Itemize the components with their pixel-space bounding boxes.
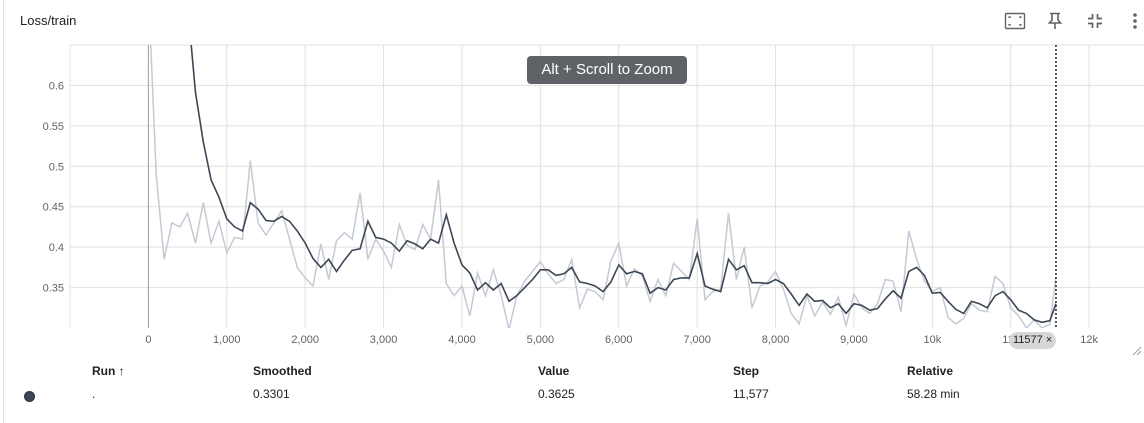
x-tick-label: 0 bbox=[145, 334, 151, 346]
x-tick-label: 4,000 bbox=[448, 334, 476, 346]
x-tick-label: 9,000 bbox=[840, 334, 868, 346]
data-table-header: Run ↑ Smoothed Value Step Relative bbox=[0, 364, 1144, 380]
pin-icon[interactable] bbox=[1042, 8, 1068, 34]
cell-value: 0.3625 bbox=[538, 387, 575, 401]
header-relative[interactable]: Relative bbox=[907, 364, 954, 378]
run-color-dot bbox=[24, 391, 35, 402]
table-row: . 0.3301 0.3625 11,577 58.28 min bbox=[0, 387, 1144, 403]
header-step[interactable]: Step bbox=[733, 364, 760, 378]
header-smoothed[interactable]: Smoothed bbox=[253, 364, 312, 378]
more-vert-icon[interactable] bbox=[1122, 8, 1144, 34]
x-tick-label: 5,000 bbox=[527, 334, 555, 346]
card-title: Loss/train bbox=[20, 13, 77, 28]
y-tick-label: 0.4 bbox=[49, 242, 64, 254]
plot-area bbox=[150, 45, 1057, 328]
x-tick-label: 2,000 bbox=[291, 334, 319, 346]
resize-handle-icon[interactable] bbox=[1132, 340, 1142, 356]
cell-smoothed: 0.3301 bbox=[253, 387, 290, 401]
x-tick-label: 10k bbox=[923, 334, 941, 346]
hover-step-label: 11577 bbox=[1013, 334, 1043, 346]
y-tick-label: 0.55 bbox=[43, 121, 64, 133]
x-tick-label: 1,000 bbox=[213, 334, 241, 346]
hover-step-badge[interactable]: 11577 × bbox=[1009, 332, 1057, 349]
series-line-smoothed bbox=[190, 45, 1057, 324]
y-tick-label: 0.35 bbox=[43, 283, 64, 295]
cell-relative: 58.28 min bbox=[907, 387, 960, 401]
header-run[interactable]: Run ↑ bbox=[92, 364, 125, 378]
header-value[interactable]: Value bbox=[538, 364, 570, 378]
loss-chart[interactable]: 0.35 0.4 0.45 0.5 0.55 0.6 0 1,000 2,000 3,000 4,… bbox=[0, 0, 1144, 360]
y-tick-label: 0.45 bbox=[43, 202, 64, 214]
x-tick-label: 8,000 bbox=[762, 334, 790, 346]
cell-step: 11,577 bbox=[733, 387, 769, 401]
x-tick-label: 6,000 bbox=[605, 334, 633, 346]
x-tick-label: 7,000 bbox=[683, 334, 711, 346]
series-line-value bbox=[150, 45, 1057, 328]
fit-domain-icon[interactable] bbox=[1002, 8, 1028, 34]
y-axis-ticks: 0.35 0.4 0.45 0.5 0.55 0.6 bbox=[43, 80, 64, 294]
exit-fullscreen-icon[interactable] bbox=[1082, 8, 1108, 34]
y-tick-label: 0.5 bbox=[49, 161, 64, 173]
zoom-hint-tooltip: Alt + Scroll to Zoom bbox=[527, 56, 687, 84]
y-tick-label: 0.6 bbox=[49, 80, 64, 92]
x-tick-label: 3,000 bbox=[370, 334, 398, 346]
cell-run: . bbox=[92, 387, 96, 401]
close-icon[interactable]: × bbox=[1045, 334, 1053, 346]
x-axis-ticks: 0 1,000 2,000 3,000 4,000 5,000 6,000 7,000 8,00… bbox=[145, 334, 1098, 346]
card-left-border bbox=[3, 0, 4, 423]
x-tick-label: 12k bbox=[1080, 334, 1098, 346]
